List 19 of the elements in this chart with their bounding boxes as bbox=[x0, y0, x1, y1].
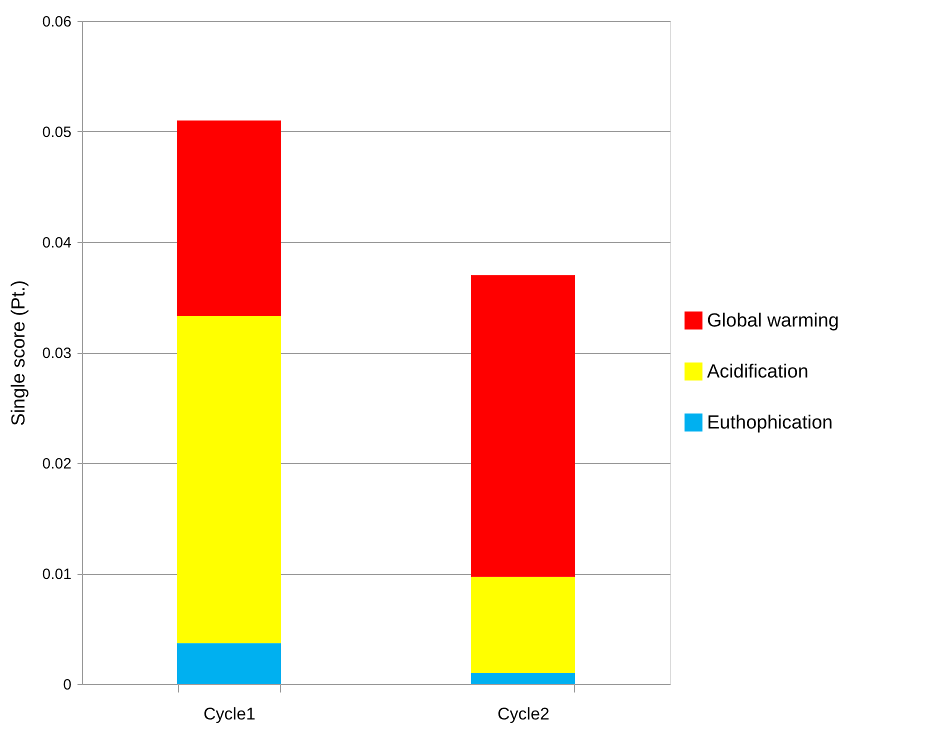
y-tick-label: 0.01 bbox=[42, 566, 72, 583]
y-tick-label: 0.03 bbox=[42, 345, 72, 362]
x-tick-label: Cycle1 bbox=[204, 704, 256, 724]
y-tick-label: 0.04 bbox=[42, 234, 72, 252]
y-tick-label: 0.02 bbox=[42, 456, 72, 472]
x-tick-label: Cycle2 bbox=[498, 704, 550, 724]
bar bbox=[471, 672, 575, 684]
legend-label: Global warming bbox=[707, 310, 839, 332]
bar bbox=[471, 275, 575, 577]
y-tick-label: 0.05 bbox=[42, 124, 72, 141]
y-axis-title: Single score (Pt.) bbox=[8, 280, 30, 426]
y-tick-label: 0.06 bbox=[42, 14, 72, 30]
bar bbox=[177, 643, 281, 684]
bar bbox=[177, 316, 281, 644]
bar bbox=[471, 576, 575, 673]
bar bbox=[177, 120, 281, 316]
y-tick-label: 0 bbox=[63, 676, 72, 694]
legend-label: Acidification bbox=[707, 362, 808, 382]
legend-label: Euthophication bbox=[707, 412, 833, 434]
